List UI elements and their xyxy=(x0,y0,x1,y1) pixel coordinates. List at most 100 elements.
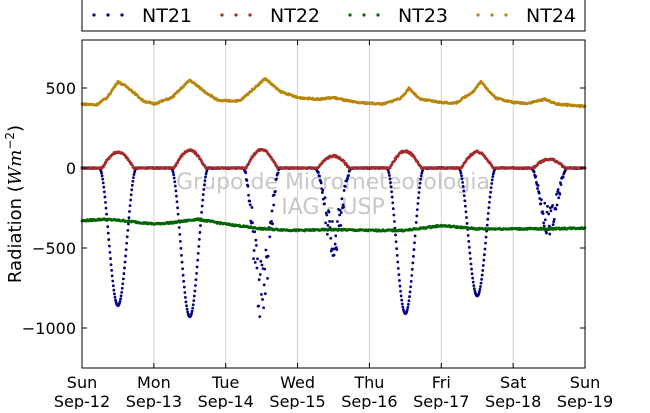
series-NT24 xyxy=(80,77,587,109)
data-point xyxy=(262,283,266,287)
data-point xyxy=(338,213,342,217)
data-point xyxy=(198,231,202,234)
data-point xyxy=(489,186,493,190)
data-point xyxy=(481,264,485,267)
data-point xyxy=(266,254,270,258)
data-point xyxy=(401,305,405,309)
data-point xyxy=(248,199,252,203)
data-point xyxy=(183,291,187,294)
data-point xyxy=(318,174,321,178)
data-point xyxy=(121,282,125,286)
data-point xyxy=(323,196,327,200)
data-point xyxy=(261,298,264,301)
data-point xyxy=(101,181,105,185)
data-point xyxy=(260,293,263,296)
data-point xyxy=(268,235,272,239)
data-point xyxy=(542,224,546,228)
data-point xyxy=(395,247,399,251)
data-point xyxy=(534,175,538,178)
data-point xyxy=(419,174,423,178)
data-point xyxy=(391,207,395,211)
data-point xyxy=(488,195,492,199)
y-axis-unit: Wm xyxy=(5,150,26,186)
x-tick-label-date: Sep-14 xyxy=(198,392,254,409)
data-point xyxy=(180,260,184,264)
data-point xyxy=(180,253,183,257)
data-point xyxy=(179,246,183,250)
data-point xyxy=(130,188,134,192)
data-point xyxy=(193,289,197,293)
data-point xyxy=(458,169,462,173)
data-point xyxy=(180,154,184,158)
data-point xyxy=(555,203,559,207)
data-point xyxy=(465,216,468,219)
data-point xyxy=(391,201,395,205)
data-point xyxy=(549,209,553,213)
data-point xyxy=(461,181,465,184)
data-point xyxy=(319,181,323,185)
data-point xyxy=(254,238,258,242)
data-point xyxy=(127,216,131,220)
data-point xyxy=(463,204,467,208)
data-point xyxy=(183,296,187,299)
data-point xyxy=(490,178,494,182)
x-tick-label-date: Sep-16 xyxy=(341,392,397,409)
data-point xyxy=(260,263,264,267)
data-point xyxy=(121,277,125,281)
data-point xyxy=(347,174,350,177)
data-point xyxy=(389,181,392,185)
data-point xyxy=(408,295,411,298)
data-point xyxy=(482,258,486,262)
data-point xyxy=(329,236,333,240)
data-point xyxy=(345,178,349,182)
data-point xyxy=(129,198,133,202)
plot-frame xyxy=(81,39,586,369)
data-point xyxy=(182,285,186,289)
data-point xyxy=(196,258,200,262)
data-point xyxy=(125,241,129,245)
data-point xyxy=(343,184,347,188)
data-point xyxy=(481,269,485,272)
data-point xyxy=(413,241,416,245)
x-tick-label-weekday: Mon xyxy=(137,373,171,392)
data-point xyxy=(536,187,539,190)
data-point xyxy=(559,183,563,186)
data-point xyxy=(323,202,326,206)
data-point xyxy=(558,192,562,196)
data-point xyxy=(460,177,464,181)
x-tick-label-date: Sep-19 xyxy=(557,392,613,409)
data-point xyxy=(394,240,398,244)
data-point xyxy=(557,196,561,200)
data-point xyxy=(254,244,258,247)
data-point xyxy=(130,163,134,167)
data-point xyxy=(250,206,254,209)
series-NT23 xyxy=(80,217,587,233)
data-point xyxy=(480,277,484,281)
data-point xyxy=(106,95,110,99)
data-point xyxy=(416,202,420,205)
data-point xyxy=(387,171,391,175)
legend-box xyxy=(81,0,586,32)
data-point xyxy=(110,274,114,278)
data-point xyxy=(543,218,547,222)
data-point xyxy=(460,174,463,178)
legend-label: NT23 xyxy=(398,5,448,27)
watermark-line: Grupo de Micrometeorologia xyxy=(176,170,490,195)
data-point xyxy=(196,251,200,255)
data-point xyxy=(413,234,417,238)
data-point xyxy=(336,220,339,223)
data-point xyxy=(532,170,536,174)
data-point xyxy=(263,292,267,296)
data-point xyxy=(201,198,205,202)
data-point xyxy=(415,208,419,211)
legend-marker xyxy=(476,13,480,17)
data-point xyxy=(246,184,250,188)
x-tick-label-weekday: Sun xyxy=(570,373,600,392)
data-point xyxy=(389,185,393,189)
data-point xyxy=(340,197,344,201)
data-point xyxy=(459,171,463,175)
data-point xyxy=(118,300,122,303)
data-point xyxy=(555,193,558,196)
data-point xyxy=(335,248,339,251)
data-point xyxy=(396,267,400,270)
